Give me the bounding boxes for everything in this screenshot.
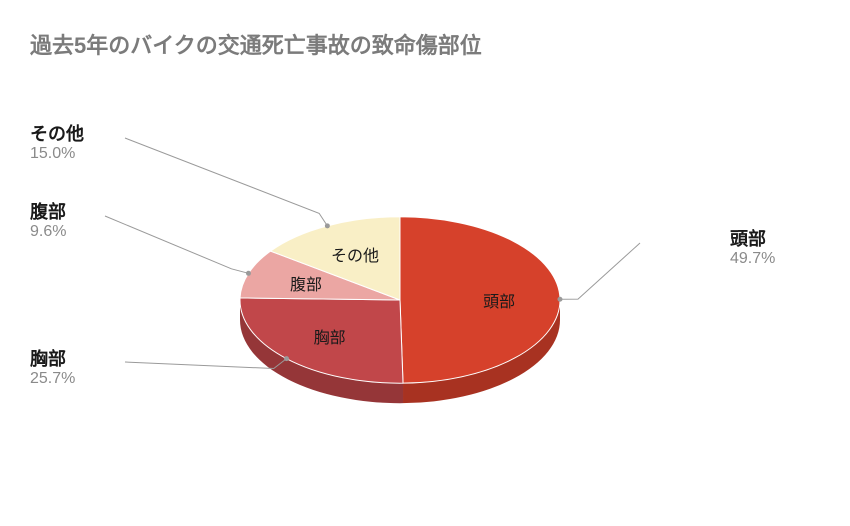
- chart-title: 過去5年のバイクの交通死亡事故の致命傷部位: [30, 28, 482, 60]
- leader-dot: [246, 271, 251, 276]
- leader-dot: [557, 297, 562, 302]
- slice-label: 腹部: [290, 271, 322, 295]
- callout-percent: 9.6%: [30, 223, 66, 241]
- callout-percent: 15.0%: [30, 145, 75, 163]
- callout-label: 胸部: [30, 345, 66, 371]
- slice-label: その他: [331, 242, 379, 266]
- leader-line: [560, 243, 640, 299]
- leader-line: [105, 216, 248, 273]
- callout-percent: 49.7%: [730, 250, 775, 268]
- slice-label: 胸部: [314, 324, 346, 348]
- slice-label: 頭部: [483, 288, 515, 312]
- leader-dot: [284, 356, 289, 361]
- callout-label: 腹部: [30, 198, 66, 224]
- callout-label: 頭部: [730, 225, 766, 251]
- leader-dot: [325, 223, 330, 228]
- leader-line: [125, 138, 327, 226]
- callout-percent: 25.7%: [30, 370, 75, 388]
- callout-label: その他: [30, 120, 84, 146]
- pie-chart-svg: [0, 0, 850, 526]
